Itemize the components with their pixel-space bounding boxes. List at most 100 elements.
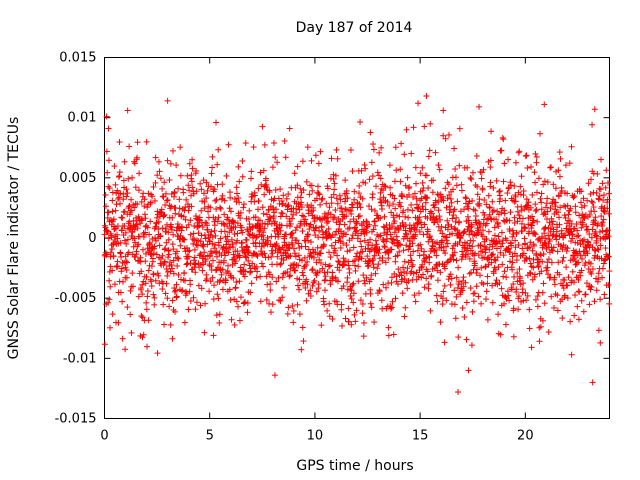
data-point bbox=[452, 166, 459, 173]
data-point bbox=[366, 221, 373, 228]
data-point bbox=[314, 214, 321, 221]
data-point bbox=[118, 265, 125, 272]
data-point bbox=[234, 220, 241, 227]
data-point bbox=[149, 235, 156, 242]
data-point bbox=[258, 233, 265, 240]
data-point bbox=[147, 251, 154, 258]
data-point bbox=[349, 235, 356, 242]
data-point bbox=[390, 236, 397, 243]
y-tick-label: 0.01 bbox=[68, 111, 97, 126]
data-point bbox=[279, 210, 286, 217]
data-point bbox=[170, 231, 177, 238]
data-point bbox=[238, 294, 245, 301]
data-point bbox=[326, 249, 333, 256]
data-point bbox=[520, 188, 527, 195]
data-point bbox=[243, 236, 250, 243]
data-point bbox=[142, 258, 149, 265]
data-point bbox=[322, 261, 329, 268]
data-point bbox=[426, 259, 433, 266]
data-point bbox=[535, 175, 542, 182]
data-point bbox=[195, 282, 202, 289]
data-point bbox=[412, 231, 419, 238]
data-point bbox=[227, 296, 234, 303]
data-point bbox=[239, 229, 246, 236]
data-point bbox=[502, 197, 509, 204]
data-point bbox=[198, 285, 205, 292]
data-point bbox=[289, 241, 296, 248]
data-point bbox=[175, 185, 182, 192]
data-point bbox=[441, 282, 448, 289]
data-point bbox=[127, 287, 134, 294]
data-point bbox=[322, 273, 329, 280]
data-point bbox=[532, 231, 539, 238]
data-point bbox=[568, 238, 575, 245]
data-point bbox=[497, 195, 504, 202]
data-point bbox=[191, 246, 198, 253]
data-point bbox=[242, 299, 249, 306]
data-point bbox=[244, 309, 251, 316]
data-point bbox=[606, 190, 613, 197]
data-point bbox=[340, 240, 347, 247]
data-point bbox=[503, 274, 510, 281]
data-point bbox=[591, 106, 598, 113]
data-point bbox=[137, 258, 144, 265]
data-point bbox=[142, 280, 149, 287]
data-point bbox=[145, 317, 152, 324]
data-point bbox=[389, 298, 396, 305]
data-point bbox=[485, 192, 492, 199]
data-point bbox=[532, 207, 539, 214]
data-point bbox=[313, 224, 320, 231]
data-point bbox=[338, 301, 345, 308]
data-point bbox=[158, 206, 165, 213]
data-point bbox=[114, 263, 121, 270]
data-point bbox=[156, 168, 163, 175]
data-point bbox=[146, 239, 153, 246]
data-point bbox=[351, 196, 358, 203]
data-point bbox=[369, 242, 376, 249]
data-point bbox=[527, 260, 534, 267]
data-point bbox=[478, 300, 485, 307]
data-point bbox=[363, 274, 370, 281]
data-point bbox=[606, 300, 613, 307]
data-point bbox=[171, 190, 178, 197]
data-point bbox=[409, 207, 416, 214]
data-point bbox=[482, 296, 489, 303]
data-point bbox=[258, 260, 265, 267]
data-point bbox=[519, 215, 526, 222]
data-point bbox=[391, 229, 398, 236]
data-point bbox=[401, 151, 408, 158]
data-point bbox=[502, 321, 509, 328]
data-point bbox=[117, 250, 124, 257]
data-point bbox=[285, 191, 292, 198]
data-point bbox=[545, 256, 552, 263]
data-point bbox=[597, 296, 604, 303]
data-point bbox=[401, 258, 408, 265]
data-point bbox=[586, 301, 593, 308]
data-point bbox=[263, 184, 270, 191]
data-point bbox=[290, 211, 297, 218]
data-point bbox=[216, 311, 223, 318]
data-point bbox=[408, 257, 415, 264]
data-point bbox=[292, 227, 299, 234]
data-point bbox=[363, 218, 370, 225]
data-point bbox=[304, 231, 311, 238]
data-point bbox=[128, 329, 135, 336]
data-point bbox=[372, 222, 379, 229]
data-point bbox=[285, 202, 292, 209]
data-point bbox=[193, 188, 200, 195]
data-point bbox=[129, 270, 136, 277]
data-point bbox=[442, 185, 449, 192]
data-point bbox=[163, 197, 170, 204]
data-point bbox=[291, 170, 298, 177]
data-point bbox=[427, 120, 434, 127]
data-point bbox=[109, 197, 116, 204]
data-point bbox=[174, 220, 181, 227]
data-point bbox=[422, 199, 429, 206]
data-point bbox=[201, 249, 208, 256]
data-point bbox=[581, 202, 588, 209]
data-point bbox=[191, 257, 198, 264]
data-point bbox=[512, 159, 519, 166]
data-point bbox=[357, 204, 364, 211]
data-point bbox=[304, 144, 311, 151]
data-point bbox=[421, 123, 428, 130]
